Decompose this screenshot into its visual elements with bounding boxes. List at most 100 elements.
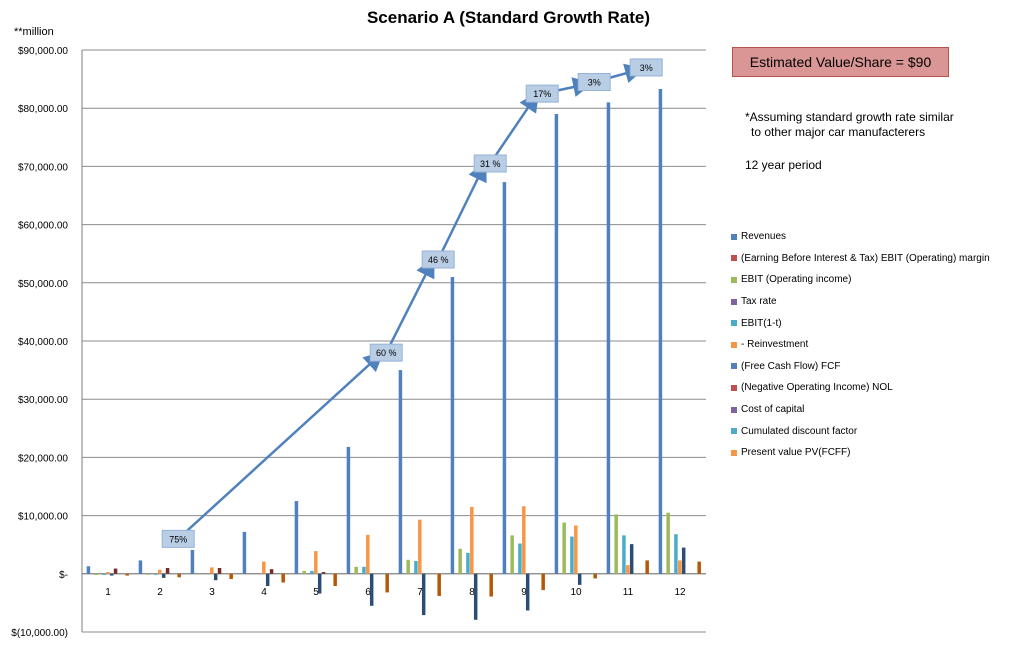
legend-swatch <box>731 341 737 348</box>
legend-item: (Negative Operating Income) NOL <box>731 377 990 399</box>
y-tick-label: $60,000.00 <box>18 221 68 232</box>
x-tick-label: 5 <box>313 587 319 598</box>
bar <box>645 560 649 574</box>
growth-callout-box <box>421 250 455 269</box>
bar <box>489 573 493 597</box>
growth-callout-label: 60 % <box>376 348 397 358</box>
bar <box>510 535 514 574</box>
bar <box>518 543 522 574</box>
bar <box>161 573 166 578</box>
bar <box>406 559 410 574</box>
legend-label: Cumulated discount factor <box>741 425 858 437</box>
bar <box>466 552 470 574</box>
x-tick-label: 11 <box>623 587 634 598</box>
legend-label: - Reinvestment <box>741 339 809 351</box>
bar <box>366 534 370 574</box>
bar <box>177 573 181 578</box>
x-tick-label: 8 <box>469 587 475 598</box>
bar <box>593 573 597 579</box>
legend-item: Revenues <box>731 226 990 248</box>
growth-callout-label: 75% <box>169 534 187 544</box>
bar <box>125 573 129 576</box>
legend-swatch <box>731 255 737 262</box>
bar <box>146 573 150 575</box>
legend-swatch <box>731 449 737 456</box>
chart-title: Scenario A (Standard Growth Rate) <box>366 8 651 27</box>
bar <box>525 573 530 611</box>
legend-item: (Earning Before Interest & Tax) EBIT (Op… <box>731 248 990 270</box>
bar <box>614 514 618 574</box>
legend-swatch <box>731 363 737 370</box>
note-line-2: to other major car manufacterers <box>751 125 926 139</box>
bar <box>213 573 218 581</box>
legend-label: (Earning Before Interest & Tax) EBIT (Op… <box>741 252 990 264</box>
bar <box>217 567 222 574</box>
y-tick-label: $80,000.00 <box>18 104 68 115</box>
bar <box>333 573 337 587</box>
bar <box>541 573 545 591</box>
legend-swatch <box>731 406 737 413</box>
unit-label: **million <box>14 26 54 38</box>
x-tick-label: 1 <box>105 587 111 598</box>
bar <box>681 547 686 574</box>
legend-label: Cost of capital <box>741 404 805 416</box>
note-line-1: *Assuming standard growth rate similar <box>745 110 954 124</box>
bar <box>626 565 630 574</box>
bar <box>470 506 474 574</box>
period-note: 12 year period <box>745 158 822 172</box>
legend-swatch <box>731 276 737 283</box>
bar <box>562 522 566 574</box>
growth-callout-box <box>577 73 611 92</box>
growth-callout-label: 17% <box>533 89 551 99</box>
growth-arrow <box>489 91 540 165</box>
bar <box>473 573 478 620</box>
legend: Revenues (Earning Before Interest & Tax) … <box>731 226 990 464</box>
legend-swatch <box>731 428 737 435</box>
legend-item: (Free Cash Flow) FCF <box>731 356 990 378</box>
bar <box>362 566 366 574</box>
x-tick-label: 7 <box>417 587 423 598</box>
bar <box>369 573 374 606</box>
bar <box>113 568 118 574</box>
bar <box>554 114 559 574</box>
bar <box>354 566 358 574</box>
growth-arrow <box>385 257 435 354</box>
legend-item: EBIT (Operating income) <box>731 269 990 291</box>
assumption-note: *Assuming standard growth rate similar t… <box>745 110 1005 140</box>
growth-callout-label: 3% <box>588 78 601 88</box>
y-tick-label: $(10,000.00) <box>11 628 68 639</box>
bar <box>437 573 441 596</box>
bar <box>629 544 634 574</box>
x-tick-label: 4 <box>261 587 267 598</box>
bar <box>109 573 114 576</box>
legend-swatch <box>731 384 737 391</box>
y-tick-label: $30,000.00 <box>18 395 68 406</box>
legend-label: EBIT (Operating income) <box>741 274 852 286</box>
y-tick-label: $40,000.00 <box>18 337 68 348</box>
bar <box>622 535 626 574</box>
legend-label: (Free Cash Flow) FCF <box>741 360 841 372</box>
estimated-value-box: Estimated Value/Share = $90 <box>732 47 949 77</box>
legend-item: Tax rate <box>731 291 990 313</box>
bar <box>310 570 314 574</box>
y-tick-label: $90,000.00 <box>18 46 68 57</box>
bar <box>674 534 678 574</box>
legend-label: Revenues <box>741 231 787 243</box>
growth-callout-box <box>473 154 507 173</box>
bar <box>414 560 418 574</box>
x-tick-label: 10 <box>570 587 582 598</box>
x-tick-label: 12 <box>674 587 686 598</box>
bar <box>458 548 462 574</box>
growth-arrow <box>177 351 384 540</box>
bar <box>697 561 701 574</box>
y-tick-label: $- <box>59 570 68 581</box>
bar <box>106 572 110 574</box>
y-tick-label: $70,000.00 <box>18 162 68 173</box>
bar <box>421 573 426 616</box>
bar <box>102 573 106 575</box>
x-tick-label: 2 <box>157 587 163 598</box>
bar <box>678 560 682 574</box>
growth-callout-label: 46 % <box>428 255 449 265</box>
bar <box>522 506 526 574</box>
